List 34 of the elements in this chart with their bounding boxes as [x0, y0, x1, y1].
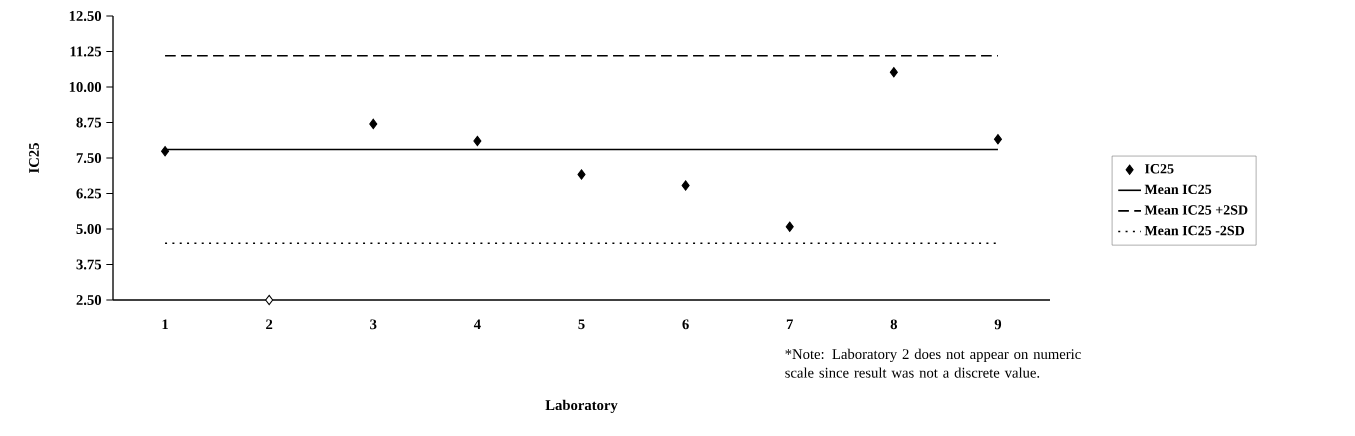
- y-tick-label: 5.00: [76, 224, 102, 234]
- y-tick-label: 6.25: [76, 188, 102, 199]
- x-tick-label: 3: [370, 319, 377, 330]
- legend-label: Mean IC25 -2SD: [1144, 225, 1245, 236]
- y-tick-label: 10.00: [69, 82, 102, 92]
- y-tick-label: 12.50: [69, 11, 102, 21]
- x-tick-label: 1: [162, 319, 168, 330]
- y-tick-label: 7.50: [76, 153, 102, 163]
- y-tick-label: 8.75: [76, 117, 102, 128]
- legend-label: IC25: [1144, 164, 1174, 174]
- x-tick-label: 4: [473, 319, 481, 330]
- x-axis-title: Laboratory: [545, 399, 618, 414]
- x-tick-label: 5: [578, 319, 585, 330]
- x-tick-label: 9: [994, 319, 1002, 330]
- point: [785, 221, 794, 232]
- point: [993, 134, 1002, 145]
- x-tick-label: 2: [266, 319, 273, 330]
- x-tick-label: 6: [682, 319, 689, 330]
- x-tick-label: 8: [890, 319, 898, 330]
- point: [161, 145, 170, 157]
- y-tick-label: 3.75: [76, 259, 102, 270]
- legend-label: Mean IC25 +2SD: [1144, 205, 1248, 215]
- legend-label: Mean IC25: [1144, 184, 1212, 195]
- point: [577, 169, 586, 180]
- y-tick-label: 11.25: [70, 46, 102, 57]
- y-axis-title: IC25: [29, 143, 39, 173]
- point: [889, 67, 898, 78]
- point: [265, 294, 274, 306]
- point: [369, 118, 378, 130]
- text: *Note: Laboratory 2 does not appear on numeric scale since result was not a discrete value.: [785, 348, 1081, 378]
- y-tick-label: 2.50: [76, 295, 102, 305]
- x-tick-label: 7: [786, 319, 794, 329]
- point: [681, 180, 690, 191]
- point: [473, 135, 482, 147]
